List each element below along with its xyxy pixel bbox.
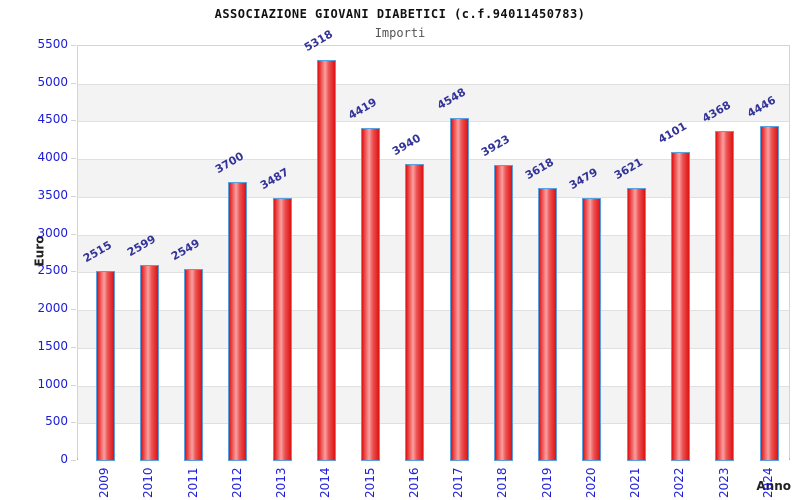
gridline [78, 347, 789, 349]
gridline [78, 423, 789, 425]
y-tick-label: 1500 [37, 338, 68, 353]
y-tick-label: 0 [60, 452, 68, 466]
gridline [78, 159, 789, 161]
gridline [78, 272, 789, 274]
bar [405, 163, 425, 461]
y-axis-tick [71, 45, 76, 46]
grid-band [78, 83, 789, 122]
x-tick-label: 2020 [583, 467, 598, 498]
x-tick-label: 2010 [141, 467, 156, 498]
y-tick-label: 5000 [37, 74, 68, 89]
gridline [78, 385, 789, 387]
bar [228, 181, 248, 461]
x-tick-label: 2024 [761, 467, 775, 498]
grid-band [78, 234, 789, 273]
grid-band [78, 196, 789, 235]
x-tick-label: 2015 [362, 467, 377, 498]
chart-title: ASSOCIAZIONE GIOVANI DIABETICI (c.f.9401… [214, 7, 586, 21]
x-tick-label: 2009 [97, 467, 111, 498]
y-axis-tick [71, 346, 76, 348]
y-tick-label: 500 [45, 414, 68, 429]
x-tick-label: 2022 [672, 467, 687, 498]
x-tick-label: 2019 [539, 467, 554, 498]
y-axis-tick [71, 384, 76, 386]
grid-band [78, 46, 789, 84]
bar [272, 197, 292, 461]
bar [759, 125, 779, 461]
y-tick-label: 1000 [37, 376, 68, 391]
gridline [78, 196, 789, 198]
y-axis-tick [71, 158, 76, 160]
bar [139, 264, 159, 461]
y-axis-tick [71, 82, 76, 84]
y-tick-label: 4500 [37, 112, 68, 127]
grid-band [78, 159, 789, 197]
y-tick-label: 2000 [37, 301, 68, 316]
x-tick-label: 2012 [229, 467, 244, 498]
x-tick-label: 2016 [406, 467, 421, 498]
y-tick-label: 2500 [37, 263, 68, 278]
gridline [78, 121, 789, 123]
x-tick-label: 2021 [628, 467, 643, 498]
bar [95, 271, 115, 461]
bar [361, 127, 381, 461]
y-tick-label: 5500 [37, 37, 68, 51]
y-tick-label: 3500 [37, 187, 68, 202]
bar [582, 198, 602, 461]
bar [670, 151, 690, 461]
x-tick-label: 2018 [495, 467, 510, 498]
grid-band [78, 121, 789, 160]
bar [715, 131, 735, 461]
y-axis-tick [71, 309, 76, 311]
bar [538, 188, 558, 461]
x-tick-label: 2023 [716, 467, 731, 498]
x-axis-title: Anno [756, 479, 791, 493]
y-tick-label: 3000 [37, 225, 68, 240]
plot-area [77, 45, 790, 461]
chart-subtitle: Importi [374, 26, 426, 40]
y-axis-tick [71, 271, 76, 273]
y-axis-tick [71, 422, 76, 424]
bar [184, 268, 204, 461]
x-tick-label: 2014 [318, 467, 333, 498]
bar [449, 117, 469, 461]
y-axis-tick [71, 195, 76, 197]
gridline [78, 234, 789, 236]
bar [316, 59, 336, 461]
bar [493, 164, 513, 461]
bar [626, 187, 646, 461]
y-axis-tick [71, 120, 76, 122]
x-tick-label: 2017 [451, 467, 466, 498]
y-axis-tick [71, 460, 76, 461]
gridline [78, 310, 789, 312]
x-tick-label: 2013 [274, 467, 289, 498]
y-tick-label: 4000 [37, 150, 68, 165]
y-axis-tick [71, 233, 76, 235]
gridline [78, 83, 789, 85]
x-tick-label: 2011 [185, 467, 200, 498]
